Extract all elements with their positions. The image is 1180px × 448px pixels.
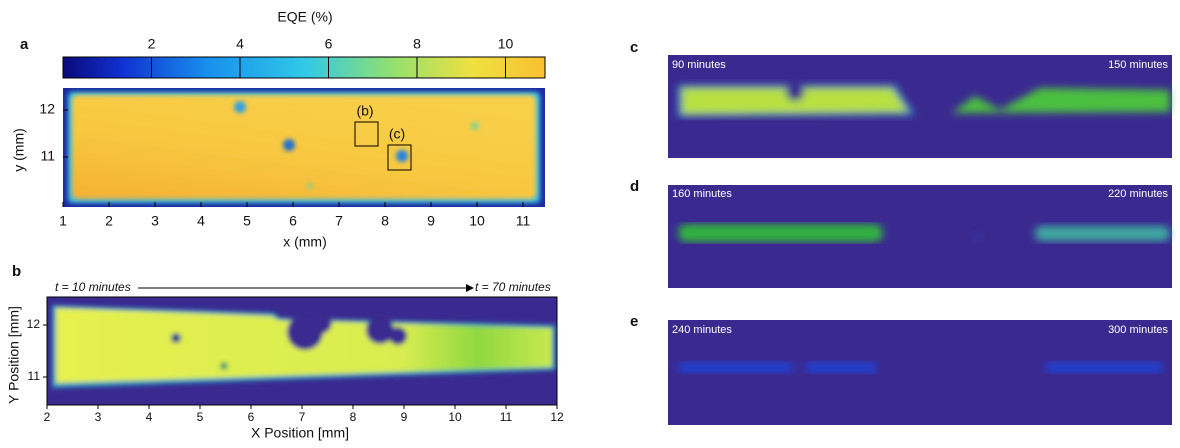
time-end: t = 70 minutes xyxy=(475,280,551,294)
heatmap-area xyxy=(72,95,536,199)
colorbar-tick-label: 8 xyxy=(413,36,421,52)
time-start: 160 minutes xyxy=(672,188,732,200)
x-tick-label: 12 xyxy=(550,410,564,424)
x-tick-label: 5 xyxy=(243,213,251,229)
y-tick-label: 12 xyxy=(27,317,41,331)
box-b xyxy=(354,121,379,147)
arrow-head xyxy=(466,284,474,292)
x-tick-label: 7 xyxy=(299,410,306,424)
time-start: 90 minutes xyxy=(672,59,726,71)
x-tick-label: 6 xyxy=(248,410,255,424)
x-tick-label: 8 xyxy=(381,213,389,229)
x-tick-label: 11 xyxy=(500,410,513,424)
y-tick-label: 11 xyxy=(28,369,41,383)
panel-label: d xyxy=(630,178,639,195)
colorbar-tick-label: 6 xyxy=(325,36,333,52)
active-area xyxy=(678,83,1170,117)
colorbar-tick-label: 10 xyxy=(498,36,514,52)
x-tick-label: 4 xyxy=(197,213,205,229)
time-end: 220 minutes xyxy=(1108,188,1168,200)
y-tick-label: 12 xyxy=(39,101,55,117)
x-tick-label: 10 xyxy=(469,213,485,229)
x-tick-label: 5 xyxy=(197,410,204,424)
x-tick-label: 8 xyxy=(350,410,357,424)
x-tick-label: 6 xyxy=(289,213,297,229)
x-tick-label: 10 xyxy=(448,410,462,424)
x-tick-label: 7 xyxy=(335,213,343,229)
x-tick-label: 9 xyxy=(427,213,435,229)
defects xyxy=(234,101,479,189)
active-area xyxy=(678,224,1170,242)
time-start: 240 minutes xyxy=(672,324,732,336)
x-tick-label: 2 xyxy=(44,410,51,424)
x-axis-label: X Position [mm] xyxy=(251,425,349,441)
panel-label: e xyxy=(630,313,638,330)
active-area xyxy=(678,362,1163,373)
panel-label: c xyxy=(630,39,638,56)
y-axis-label: y (mm) xyxy=(11,128,27,172)
colorbar-tick-label: 4 xyxy=(236,36,244,52)
x-tick-label: 9 xyxy=(401,410,408,424)
y-tick-label: 11 xyxy=(40,148,55,164)
time-end: 150 minutes xyxy=(1108,59,1168,71)
box-c xyxy=(387,144,412,171)
time-start: t = 10 minutes xyxy=(55,280,131,294)
y-axis-label: Y Position [mm] xyxy=(6,306,22,404)
x-tick-label: 4 xyxy=(146,410,153,424)
x-tick-label: 1 xyxy=(59,213,67,229)
colorbar xyxy=(62,56,546,79)
colorbar-title: EQE (%) xyxy=(277,9,332,25)
x-tick-label: 11 xyxy=(516,213,531,229)
x-tick-label: 3 xyxy=(95,410,102,424)
x-tick-label: 2 xyxy=(105,213,113,229)
colorbar-tick-label: 2 xyxy=(148,36,156,52)
panel-label: b xyxy=(12,263,21,280)
annotation: (c) xyxy=(389,126,405,142)
annotation: (b) xyxy=(356,103,373,119)
panel-label: a xyxy=(20,36,29,53)
time-end: 300 minutes xyxy=(1108,324,1168,336)
x-axis-label: x (mm) xyxy=(283,234,327,250)
x-tick-label: 3 xyxy=(151,213,159,229)
